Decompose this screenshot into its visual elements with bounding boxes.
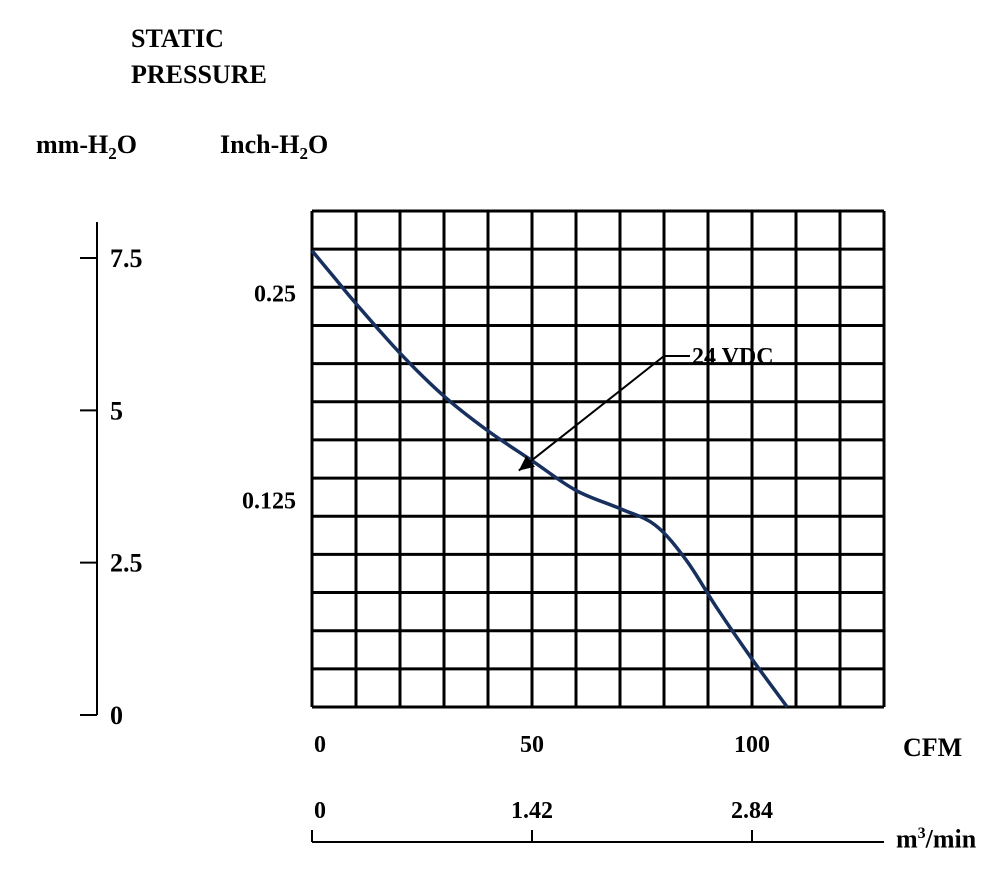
cfm-axis-tick-label: 100 — [734, 732, 770, 758]
series-layer — [310, 249, 789, 709]
mm-unit-text-end: O — [116, 130, 137, 159]
annotation-layer: 24 VDC — [518, 344, 774, 472]
inch-axis-tick-label: 0.125 — [242, 488, 296, 514]
mm-h2o-unit-label: mm-H2O — [36, 130, 137, 164]
x-axis-unit-cfm: CFM — [903, 733, 963, 762]
mm-axis-tick-label: 7.5 — [110, 244, 143, 273]
inch-unit-text-end: O — [307, 130, 329, 159]
x2-unit-superscript: 3 — [917, 825, 926, 842]
annotation-arrowhead — [518, 455, 535, 471]
m3min-axis-tick-label: 1.42 — [511, 798, 553, 824]
series-label-24vdc: 24 VDC — [692, 344, 774, 370]
cfm-axis: 0 50 100 — [314, 732, 770, 758]
chart-title-line1: STATIC — [131, 24, 224, 53]
mm-unit-text: mm-H — [36, 130, 109, 159]
mm-h2o-axis: 7.5 5 2.5 0 — [80, 222, 143, 730]
x2-unit-text: m — [896, 824, 918, 854]
inch-unit-text: Inch-H — [220, 130, 300, 159]
m3min-axis: 0 1.42 2.84 — [311, 798, 884, 843]
mm-unit-subscript: 2 — [108, 144, 117, 164]
cfm-axis-tick-label: 50 — [520, 732, 544, 758]
m3min-axis-tick-label: 0 — [314, 798, 326, 824]
mm-axis-tick-label: 5 — [110, 396, 123, 425]
cfm-axis-tick-label: 0 — [314, 732, 326, 758]
series-24vdc-line — [310, 249, 789, 709]
annotation-arrow-line — [518, 355, 665, 472]
m3min-axis-tick-label: 2.84 — [731, 798, 773, 824]
mm-axis-tick-label: 0 — [110, 701, 123, 730]
inch-unit-subscript: 2 — [299, 144, 308, 164]
chart-title-line2: PRESSURE — [131, 60, 267, 89]
x2-axis-unit-label: m3/min — [896, 826, 976, 853]
plot-grid — [310, 209, 886, 709]
inch-h2o-axis: 0.25 0.125 — [242, 282, 296, 515]
mm-axis-tick-label: 2.5 — [110, 549, 143, 578]
inch-axis-tick-label: 0.25 — [254, 282, 296, 308]
x2-unit-text-end: /min — [925, 824, 977, 854]
inch-h2o-unit-label: Inch-H2O — [220, 130, 329, 164]
